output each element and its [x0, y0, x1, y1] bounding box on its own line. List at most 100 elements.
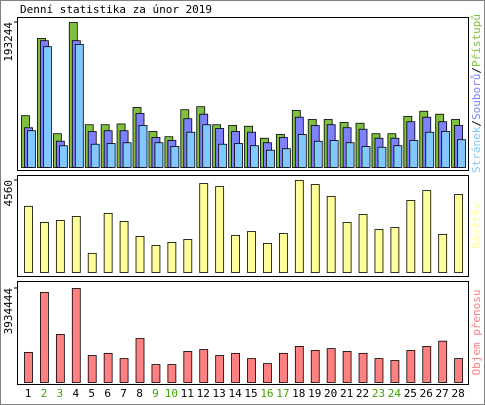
panel	[17, 175, 469, 277]
x-tick-label: 19	[308, 387, 321, 400]
x-tick-label: 20	[324, 387, 337, 400]
bar	[422, 190, 432, 273]
x-tick-label: 15	[244, 387, 257, 400]
bar	[342, 351, 352, 383]
bar	[215, 186, 225, 273]
bar	[266, 149, 275, 168]
x-tick-label: 9	[152, 387, 159, 400]
y-tick-label: 193244	[2, 22, 15, 62]
x-tick-label: 14	[228, 387, 242, 400]
legend-entry: Stránek	[470, 126, 483, 173]
bar	[345, 142, 355, 168]
y-tick-label: 3934444	[2, 288, 15, 335]
bar	[390, 227, 400, 273]
bar	[183, 239, 193, 273]
legend-separator: /	[470, 67, 483, 74]
bar	[310, 350, 320, 383]
bar	[454, 194, 464, 273]
bar	[454, 358, 464, 383]
legend-separator: /	[470, 120, 483, 127]
bar	[71, 216, 81, 273]
bar	[87, 355, 97, 383]
legend: Objem přenosu	[470, 289, 483, 375]
bar	[27, 130, 36, 168]
x-tick-label: 7	[120, 387, 127, 400]
bar	[294, 180, 304, 273]
bar	[119, 221, 129, 273]
bar	[438, 233, 448, 273]
bar	[358, 352, 368, 383]
x-tick-label: 28	[451, 387, 464, 400]
bar	[43, 46, 52, 168]
bar	[74, 44, 84, 168]
bar	[250, 145, 259, 168]
bar	[231, 352, 240, 383]
bar	[215, 355, 225, 383]
bar	[167, 242, 177, 273]
bar	[342, 222, 352, 273]
bar	[377, 146, 387, 168]
bar	[135, 338, 145, 383]
y-tick-label: 4560	[2, 180, 15, 207]
bar	[294, 346, 304, 383]
x-tick-label: 27	[436, 387, 449, 400]
bar	[393, 145, 403, 168]
x-tick-label: 22	[356, 387, 369, 400]
x-tick-label: 24	[388, 387, 402, 400]
bar	[40, 222, 49, 273]
bar	[329, 140, 339, 168]
bar	[278, 352, 288, 383]
legend: Návštěv	[470, 202, 483, 249]
x-tick-label: 10	[165, 387, 178, 400]
bar	[278, 233, 288, 273]
bar	[186, 131, 196, 168]
bar	[374, 229, 384, 273]
bar	[138, 125, 148, 168]
x-tick-label: 2	[41, 387, 48, 400]
bar	[199, 349, 209, 383]
bar	[55, 334, 65, 383]
x-tick-label: 12	[197, 387, 210, 400]
bar	[71, 288, 81, 383]
bar	[183, 351, 193, 383]
bar	[154, 142, 164, 168]
bar	[263, 243, 272, 273]
bar	[151, 245, 161, 273]
bar	[422, 346, 432, 383]
bar	[361, 146, 371, 168]
bar	[457, 139, 467, 168]
bar	[24, 351, 33, 383]
bar	[58, 145, 68, 168]
bar	[409, 140, 419, 168]
legend-entry: Objem přenosu	[470, 289, 483, 375]
x-tick-label: 18	[292, 387, 305, 400]
x-tick-label: 26	[420, 387, 433, 400]
bar	[90, 143, 100, 168]
bar	[167, 364, 177, 383]
x-tick-label: 4	[72, 387, 79, 400]
bar	[234, 143, 243, 168]
bar	[151, 364, 161, 383]
bar	[247, 358, 256, 383]
bar	[87, 252, 97, 273]
legend-entry: Návštěv	[470, 202, 483, 249]
bar	[119, 358, 129, 383]
bar	[326, 196, 336, 273]
bar	[438, 340, 448, 383]
bar	[281, 148, 291, 168]
bar	[103, 212, 113, 273]
bar	[106, 143, 116, 168]
bar	[170, 146, 180, 168]
panel	[17, 281, 469, 385]
bar	[24, 205, 33, 273]
x-tick-label: 17	[276, 387, 289, 400]
bar	[202, 124, 212, 168]
chart-title: Denní statistika za únor 2019	[20, 3, 212, 16]
x-tick-label: 25	[404, 387, 417, 400]
bar	[326, 348, 336, 383]
legend: Stránek/Souborů/Přístupů	[470, 14, 483, 173]
bar	[263, 363, 272, 383]
x-tick-label: 8	[136, 387, 143, 400]
bar	[425, 131, 435, 168]
